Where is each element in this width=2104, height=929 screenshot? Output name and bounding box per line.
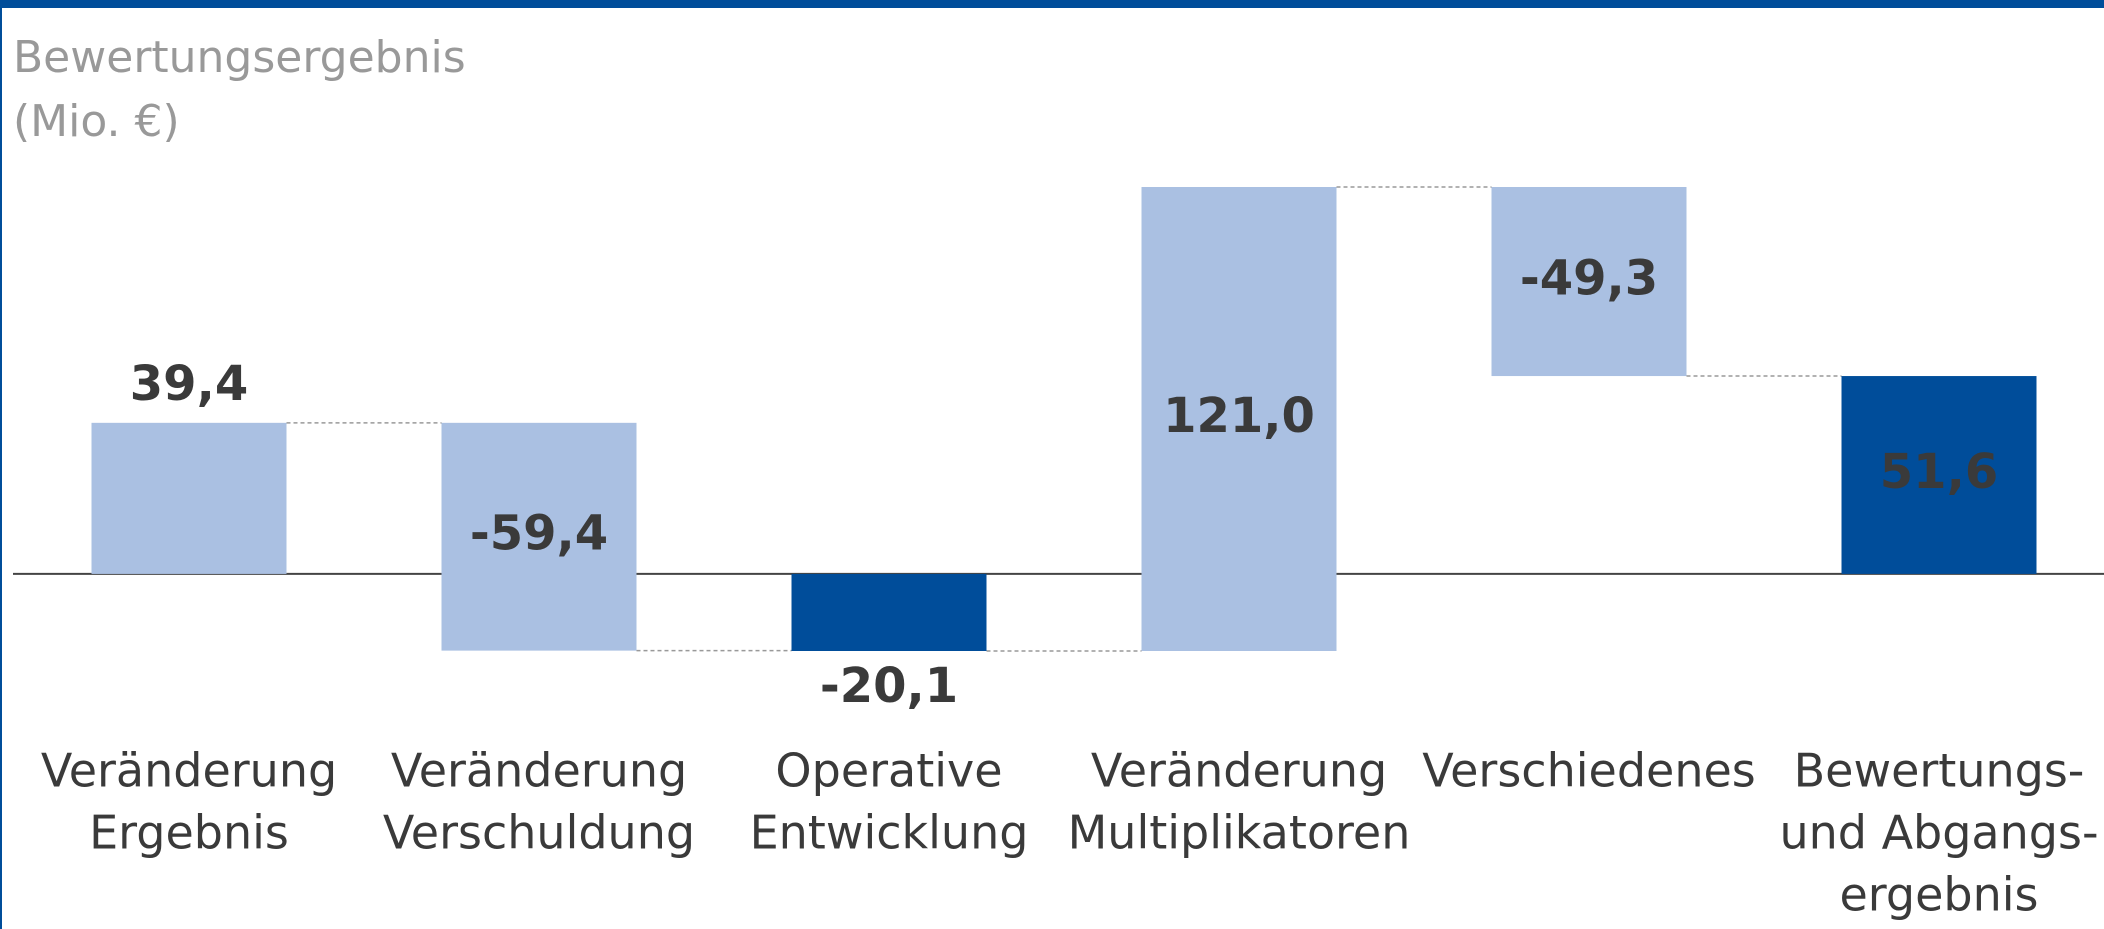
x-tick-label: Veränderung (41, 744, 337, 798)
value-label: 121,0 (1163, 388, 1315, 444)
chart-title: Bewertungsergebnis (13, 32, 466, 83)
chart-subtitle: (Mio. €) (13, 96, 180, 147)
value-label: 51,6 (1880, 444, 1998, 500)
x-tick-label: Veränderung (1091, 744, 1387, 798)
x-tick-label: Veränderung (391, 744, 687, 798)
top-border (0, 0, 2104, 8)
x-tick-label: und Abgangs- (1779, 806, 2098, 860)
x-tick-label: Verschuldung (383, 806, 695, 860)
x-tick-label: ergebnis (1839, 868, 2038, 922)
x-tick-label: Entwicklung (750, 806, 1029, 860)
x-tick-label: Bewertungs- (1794, 744, 2085, 798)
x-tick-label: Operative (775, 744, 1002, 798)
bar (1841, 376, 2037, 574)
bar (91, 422, 287, 574)
x-tick-label: Ergebnis (89, 806, 289, 860)
value-label: -59,4 (470, 506, 608, 562)
bar (441, 422, 637, 651)
value-label: 39,4 (130, 356, 248, 412)
x-tick-label: Verschiedenes (1422, 744, 1756, 798)
value-label: -20,1 (820, 658, 958, 714)
x-tick-label: Multiplikatoren (1068, 806, 1411, 860)
left-border (0, 0, 2, 929)
bar (791, 573, 987, 651)
value-label: -49,3 (1520, 251, 1658, 307)
bar (1491, 187, 1687, 377)
bar (1141, 187, 1337, 651)
